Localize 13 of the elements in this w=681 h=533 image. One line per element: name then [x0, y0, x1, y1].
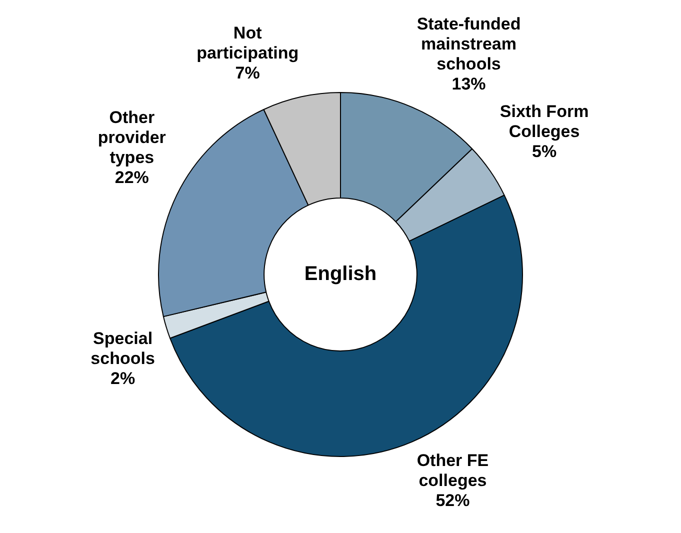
- data-label: 5%: [532, 142, 557, 162]
- text: English: [304, 263, 377, 286]
- slice-label: Not participating: [196, 23, 299, 62]
- data-label: 13%: [452, 74, 486, 94]
- slice-label: State-funded mainstream schools: [416, 14, 521, 74]
- data-label: 52%: [436, 491, 470, 510]
- data-label: 2%: [110, 369, 136, 388]
- slice-label: Other provider types: [98, 108, 166, 168]
- slice-label: Other FE colleges: [416, 451, 489, 490]
- slice-label: Sixth Form Colleges: [500, 102, 589, 142]
- slice-label: Special schools: [90, 329, 155, 368]
- data-label: 22%: [114, 168, 149, 188]
- data-label: 7%: [235, 63, 260, 82]
